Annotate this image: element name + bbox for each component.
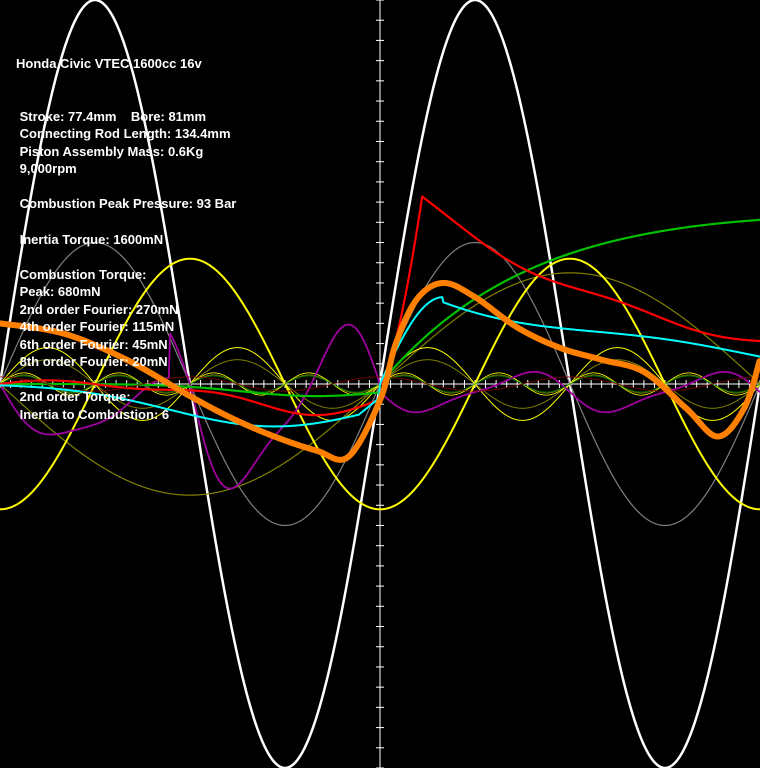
chart-container: Honda Civic VTEC 1600cc 16v Stroke: 77.4… <box>0 0 760 768</box>
info-title: Honda Civic VTEC 1600cc 16v <box>16 55 236 73</box>
info-body: Stroke: 77.4mm Bore: 81mm Connecting Rod… <box>16 109 236 422</box>
info-panel: Honda Civic VTEC 1600cc 16v Stroke: 77.4… <box>16 20 236 441</box>
